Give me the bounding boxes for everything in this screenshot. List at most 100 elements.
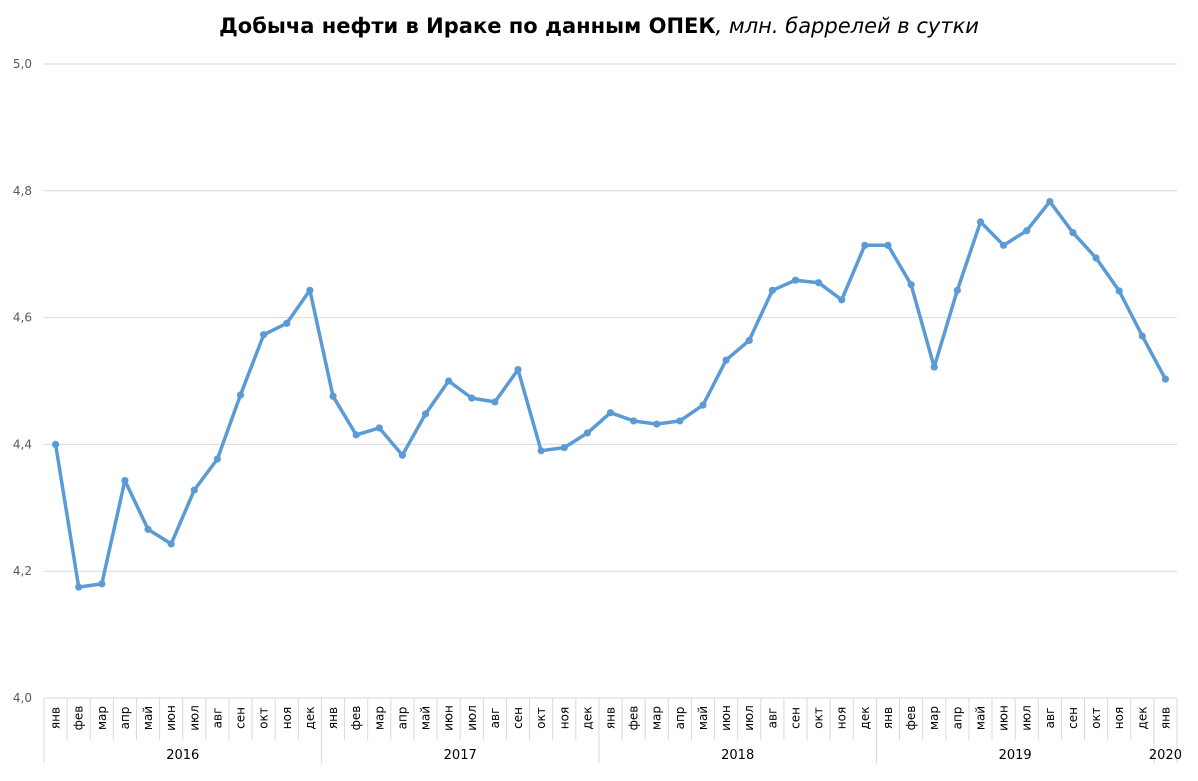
chart-title: Добыча нефти в Ираке по данным ОПЕК, млн… — [0, 14, 1198, 38]
data-point — [907, 281, 915, 289]
data-point — [1046, 197, 1054, 206]
x-tick-label: апр — [118, 707, 132, 730]
x-tick-label: окт — [534, 707, 548, 729]
data-point — [468, 394, 476, 402]
data-point — [676, 417, 684, 425]
data-point — [98, 580, 106, 588]
x-tick-label: окт — [812, 707, 826, 729]
x-tick-label: авг — [765, 708, 779, 729]
x-tick-label: ноя — [557, 707, 571, 729]
x-tick-label: мар — [372, 706, 386, 730]
x-tick-label: май — [419, 706, 433, 730]
data-point — [121, 476, 129, 485]
x-tick-label: апр — [395, 707, 409, 730]
data-point — [352, 431, 360, 439]
data-point — [1092, 254, 1100, 262]
data-point — [283, 319, 291, 327]
x-year-label: 2017 — [444, 748, 477, 763]
x-tick-label: апр — [950, 707, 964, 730]
data-point — [1161, 375, 1170, 383]
data-point — [537, 447, 545, 455]
x-tick-label: авг — [488, 708, 502, 729]
data-point — [260, 331, 268, 339]
x-tick-label: фев — [349, 706, 363, 731]
x-tick-label: июл — [1020, 705, 1034, 731]
x-tick-label: фев — [627, 706, 641, 731]
data-point — [999, 241, 1008, 249]
x-year-label: 2016 — [166, 748, 199, 763]
x-tick-label: дек — [858, 707, 872, 730]
data-point — [653, 420, 661, 428]
data-point — [815, 279, 823, 287]
data-point — [745, 336, 753, 345]
x-tick-label: ноя — [280, 707, 294, 729]
data-point — [976, 218, 985, 226]
x-tick-label: июл — [187, 705, 201, 731]
x-tick-label: мар — [95, 706, 109, 730]
data-point — [861, 241, 869, 249]
data-point — [606, 409, 615, 417]
data-point — [791, 276, 800, 284]
x-tick-label: авг — [1043, 708, 1057, 729]
data-point — [630, 417, 638, 425]
x-tick-label: май — [973, 706, 987, 730]
y-tick-label: 4,0 — [13, 691, 32, 705]
y-tick-label: 4,4 — [13, 437, 32, 451]
x-tick-label: фев — [72, 706, 86, 731]
data-point — [1069, 229, 1077, 237]
data-point — [953, 286, 961, 294]
data-point — [144, 525, 152, 533]
x-tick-label: окт — [1089, 707, 1103, 729]
x-tick-label: янв — [49, 707, 63, 729]
data-point — [1138, 332, 1146, 340]
data-point — [1023, 227, 1031, 235]
data-point — [560, 443, 568, 452]
data-point — [768, 286, 776, 294]
x-tick-label: сен — [788, 707, 802, 729]
y-tick-label: 4,2 — [13, 564, 32, 578]
x-year-label: 2020 — [1149, 748, 1182, 763]
x-tick-label: июл — [465, 705, 479, 731]
x-year-label: 2019 — [999, 748, 1032, 763]
data-point — [930, 363, 938, 371]
x-tick-label: дек — [580, 707, 594, 730]
x-tick-label: май — [141, 706, 155, 730]
x-tick-label: мар — [927, 706, 941, 730]
series-line — [53, 199, 1168, 589]
data-point — [838, 296, 846, 304]
data-point — [75, 583, 83, 591]
x-tick-label: июн — [997, 705, 1011, 731]
data-point — [583, 429, 591, 437]
x-tick-label: ноя — [1112, 707, 1126, 729]
x-tick-label: сен — [234, 707, 248, 729]
data-point — [375, 424, 383, 432]
data-point — [491, 398, 499, 406]
x-tick-label: янв — [881, 707, 895, 729]
data-point — [1115, 287, 1123, 295]
y-tick-label: 4,6 — [13, 311, 32, 325]
x-tick-label: сен — [1066, 707, 1080, 729]
data-point — [306, 286, 314, 294]
x-tick-label: авг — [210, 708, 224, 729]
x-tick-label: июн — [719, 705, 733, 731]
x-year-label: 2018 — [721, 748, 754, 763]
data-point — [699, 401, 707, 409]
x-tick-label: ноя — [835, 707, 849, 729]
data-point — [398, 451, 406, 459]
x-tick-label: дек — [1135, 707, 1149, 730]
data-point — [884, 241, 892, 249]
x-tick-label: янв — [604, 707, 618, 729]
data-point — [213, 455, 222, 463]
data-point — [167, 540, 175, 548]
data-point — [51, 440, 60, 448]
x-tick-label: апр — [673, 707, 687, 730]
data-point — [445, 377, 453, 385]
y-tick-label: 4,8 — [13, 184, 32, 198]
chart-title-units: , млн. баррелей в сутки — [715, 14, 979, 38]
chart-title-main: Добыча нефти в Ираке по данным ОПЕК — [219, 14, 716, 38]
data-point — [190, 486, 198, 494]
data-point — [421, 410, 430, 418]
data-point — [514, 365, 522, 374]
data-point — [236, 391, 245, 399]
